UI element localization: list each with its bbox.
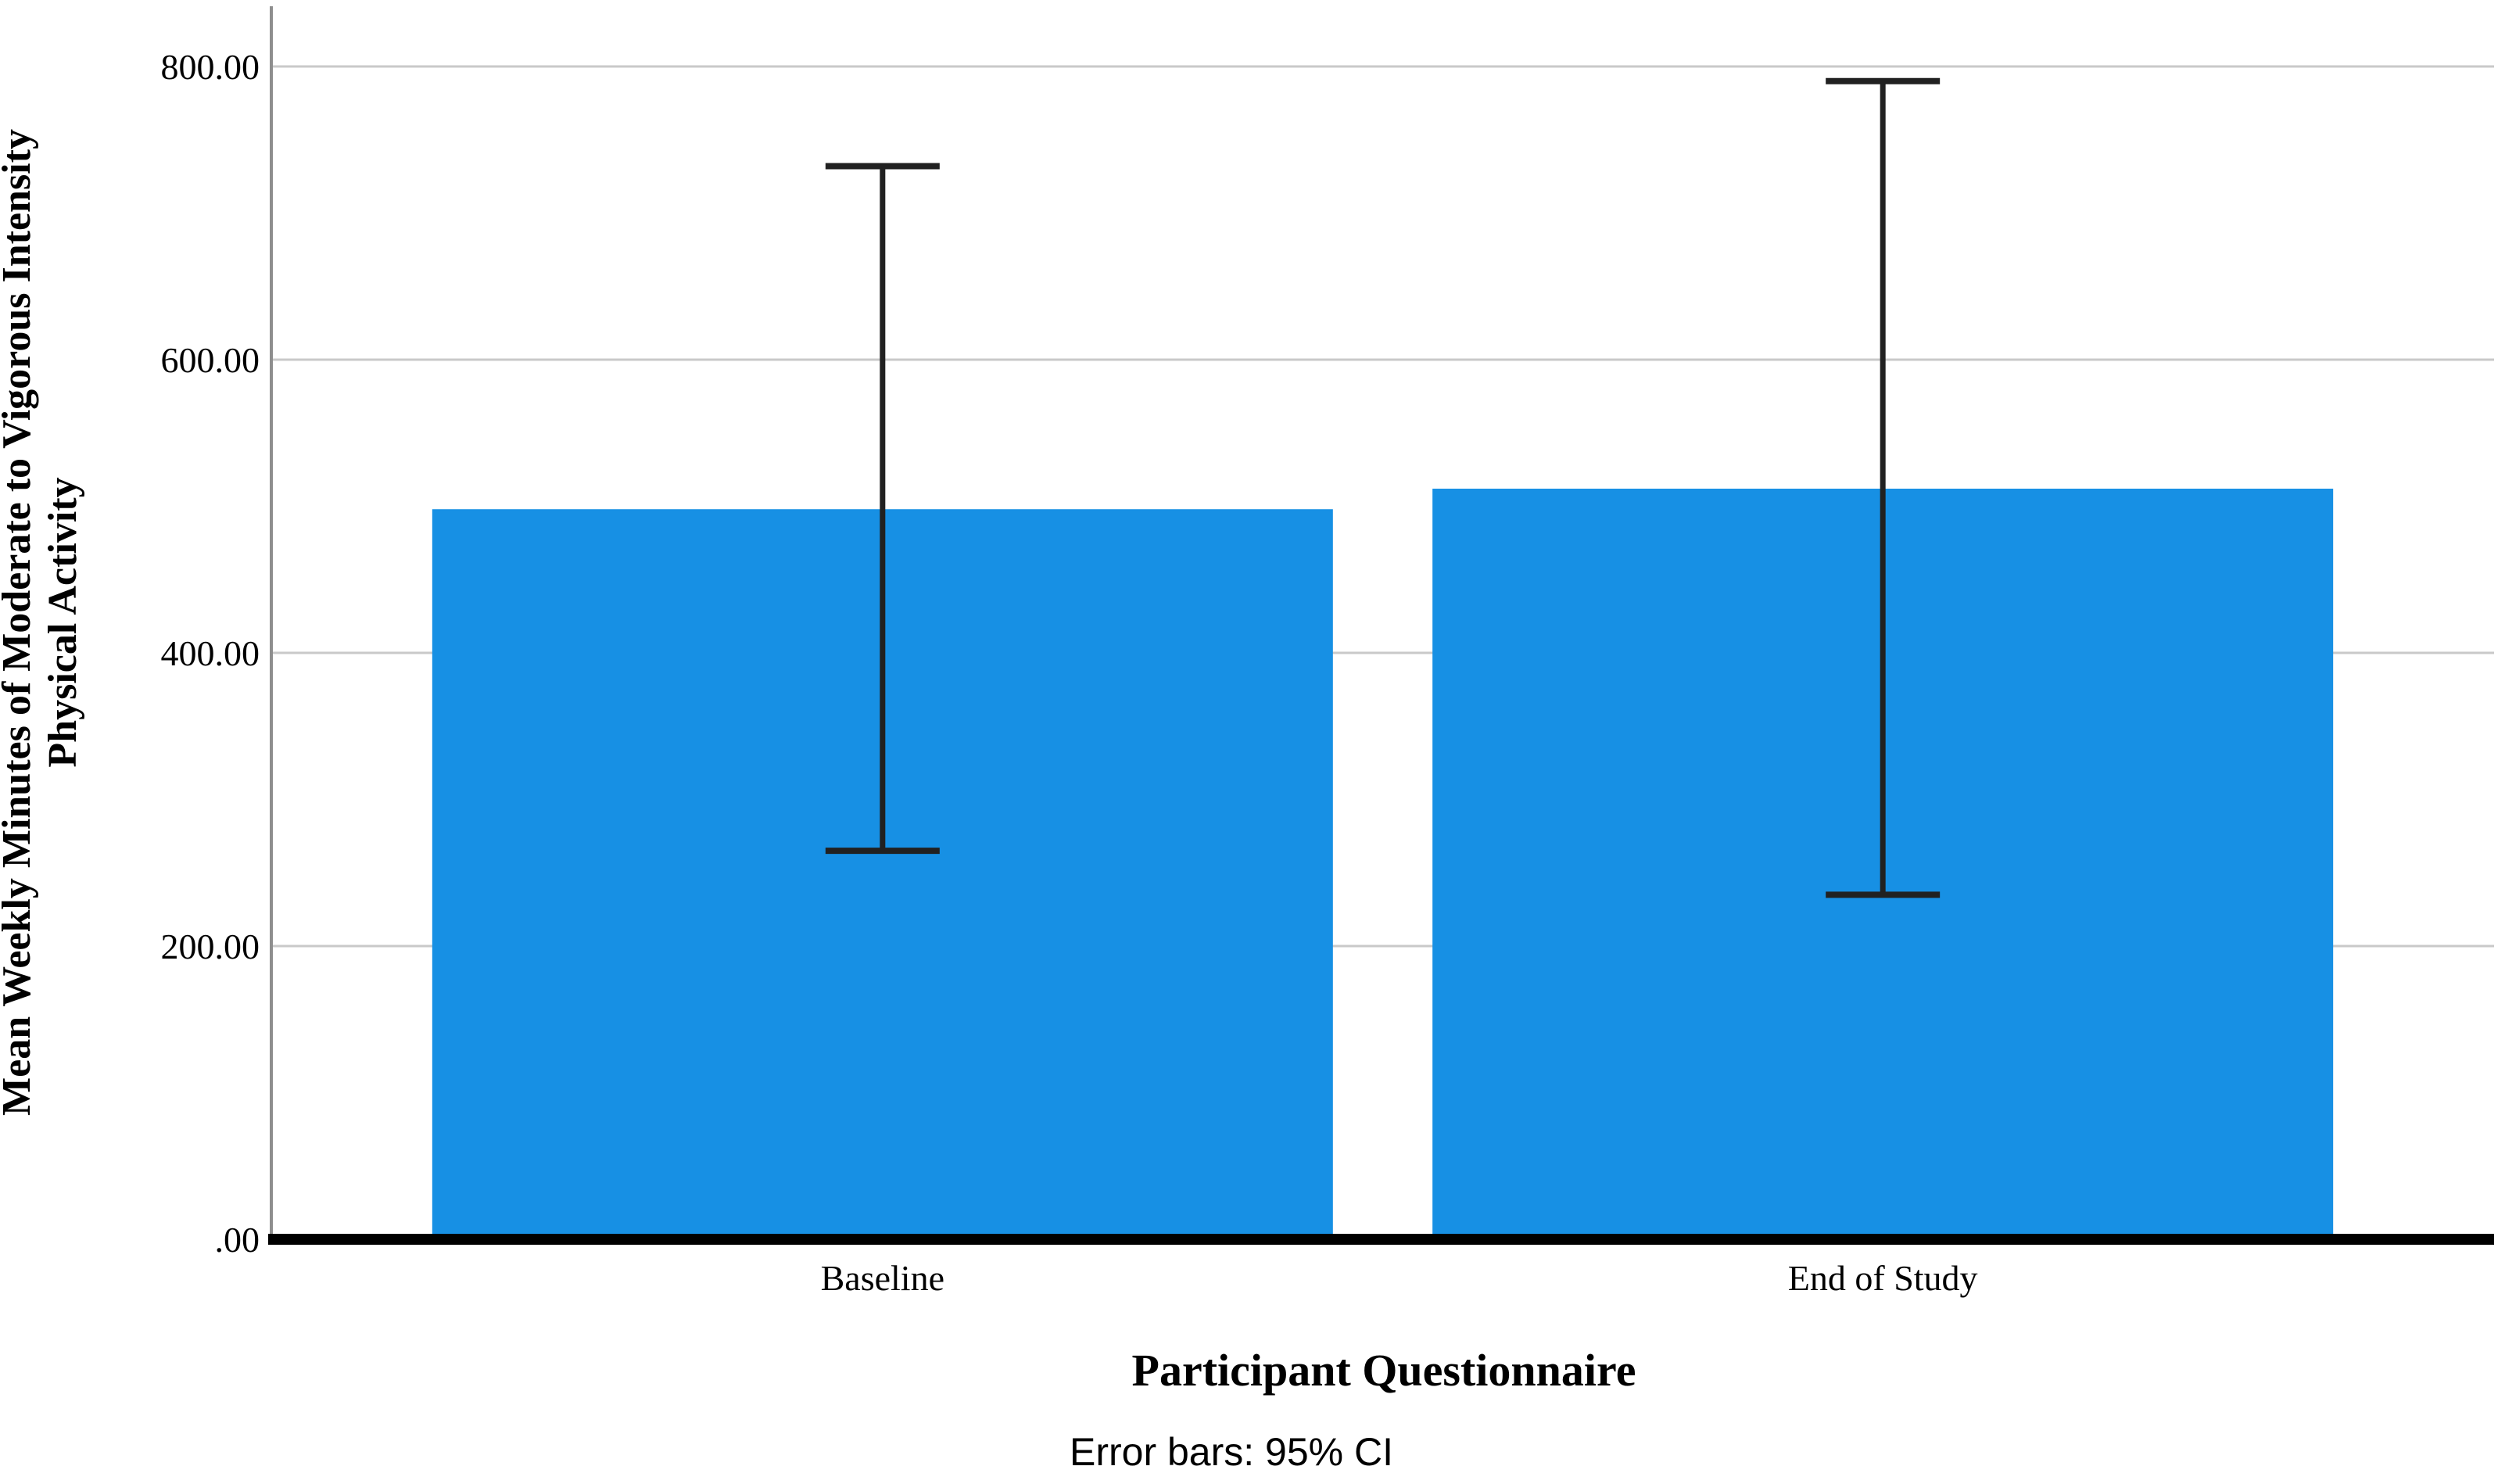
bars-group <box>432 489 2334 1239</box>
y-axis-title-line-2: Physical Activity <box>41 477 85 767</box>
error-bars-caption: Error bars: 95% CI <box>1070 1430 1393 1474</box>
x-axis-title: Participant Questionnaire <box>1132 1345 1636 1396</box>
error-bar-baseline <box>825 163 940 855</box>
y-tick-label-600: 600.00 <box>161 340 260 380</box>
y-axis-line <box>270 6 273 1245</box>
y-tick-label-400: 400.00 <box>161 633 260 673</box>
error-bars-group <box>825 77 1941 898</box>
axes-group <box>268 6 2494 1245</box>
y-tick-label-0: .00 <box>215 1220 260 1260</box>
y-axis-title-line-1: Mean Weekly Minutes of Moderate to Vigor… <box>0 129 39 1116</box>
y-tick-label-200: 200.00 <box>161 927 260 966</box>
y-tick-label-800: 800.00 <box>161 47 260 87</box>
x-axis-baseline <box>268 1234 2494 1245</box>
x-category-label-end-of-study: End of Study <box>1788 1258 1978 1298</box>
tick-labels-group: .00 200.00 400.00 600.00 800.00 Baseline End o… <box>161 47 1978 1298</box>
error-bar-end-of-study <box>1826 77 1941 898</box>
x-category-label-baseline: Baseline <box>821 1258 944 1298</box>
